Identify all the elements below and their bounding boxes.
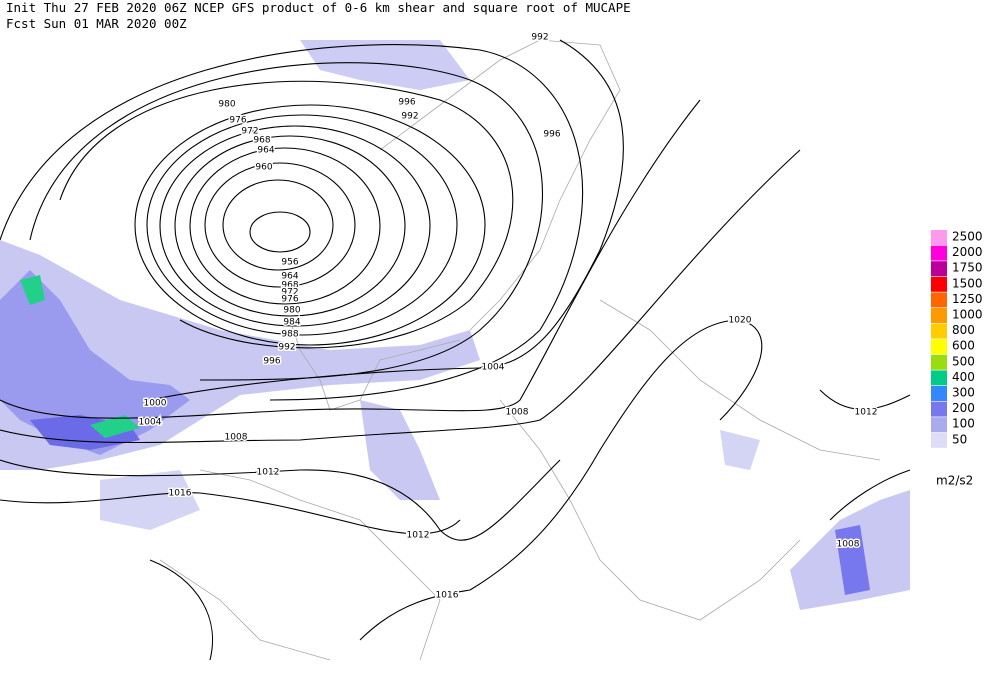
contour-label: 964 [281,272,298,282]
contour-label: 956 [281,258,298,268]
legend-label: 1750 [952,261,983,275]
legend-unit: m2/s2 [936,474,973,488]
legend-label: 2500 [952,230,983,244]
legend-label: 1250 [952,292,983,306]
header-line: Init Thu 27 FEB 2020 06Z NCEP GFS produc… [6,0,631,15]
legend-label: 600 [952,339,975,353]
legend-swatch [931,386,947,401]
contour-label: 976 [229,116,246,126]
contour-label: 1000 [144,399,167,409]
contour-label: 992 [531,33,548,43]
legend-label: 2000 [952,245,983,259]
legend-label: 300 [952,386,975,400]
contour-label: 972 [241,127,258,137]
coastlines [159,39,881,661]
legend-swatch [931,401,947,417]
contour-label: 988 [281,330,298,340]
contour-label: 1004 [139,418,162,428]
shading [0,40,910,610]
legend-swatch [931,276,947,292]
contour-label: 1012 [407,531,430,541]
legend-label: 200 [952,401,975,415]
contour-label: 996 [543,130,560,140]
contour-label: 968 [281,281,298,291]
contour-label: 976 [281,295,298,305]
contour-label: 964 [257,146,274,156]
contour-label: 1008 [225,433,248,443]
legend-swatch [931,323,947,339]
contour-label: 1016 [436,591,459,601]
contour-label: 980 [283,306,300,316]
legend-label: 100 [952,417,975,431]
legend-label: 1500 [952,276,983,290]
legend-label: 500 [952,354,975,368]
legend-swatch [931,432,947,448]
legend-swatch [931,308,947,323]
legend-swatch [931,292,947,308]
contour-label: 1012 [855,408,878,418]
contour-label: 984 [283,318,300,328]
header-line: Fcst Sun 01 MAR 2020 00Z [6,16,187,31]
contour-label: 980 [218,100,235,110]
contour-label: 960 [255,163,272,173]
contour-labels: 992 996 992 996 980 976 972 968 964 960 … [137,31,879,602]
contour-label: 972 [281,288,298,298]
legend-swatch [931,339,947,355]
isobars [0,39,911,661]
legend-label: 400 [952,370,975,384]
legend-swatch [931,354,947,370]
legend-swatch [931,245,947,261]
contour-label: 1008 [837,540,860,550]
contour-label: 1004 [482,363,505,373]
contour-label: 1008 [506,408,529,418]
contour-label: 1020 [729,316,752,326]
legend-label: 1000 [952,308,983,322]
contour-label: 1012 [257,468,280,478]
contour-label: 992 [401,112,418,122]
legend-swatch [931,417,947,433]
contour-label: 996 [398,98,415,108]
legend-label: 50 [952,432,967,446]
legend-swatch [931,230,947,245]
contour-label: 992 [278,343,295,353]
legend-swatch [931,370,947,386]
contour-label: 968 [253,136,270,146]
contour-label: 996 [263,357,280,367]
legend-swatch [931,261,947,277]
contour-label: 1016 [169,489,192,499]
legend-label: 800 [952,323,975,337]
